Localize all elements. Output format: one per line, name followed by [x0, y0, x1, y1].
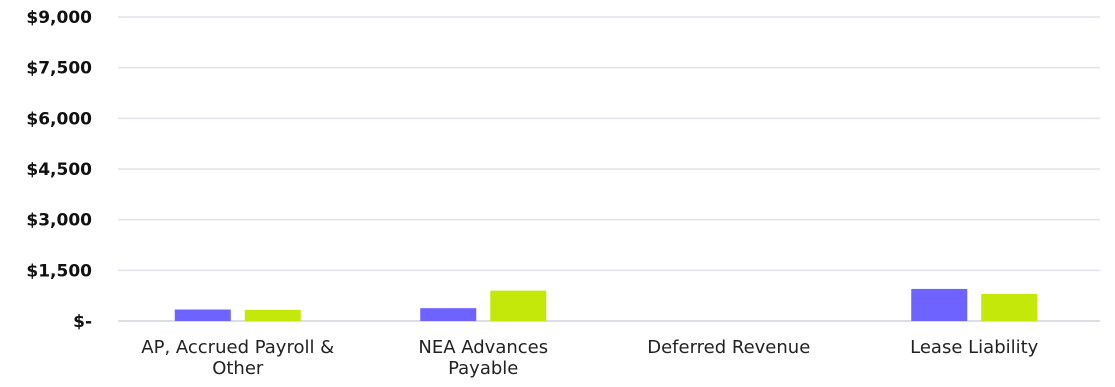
- y-tick-label: $6,000: [26, 109, 92, 129]
- x-axis-tick-labels: AP, Accrued Payroll & Other NEA Advances Pa…: [141, 337, 1038, 379]
- y-tick-label: $1,500: [26, 261, 92, 281]
- x-tick-label: Deferred Revenue: [647, 337, 810, 358]
- bars: [174, 288, 1038, 321]
- x-tick-label-line: AP, Accrued Payroll &: [141, 337, 334, 358]
- x-tick-label: AP, Accrued Payroll & Other: [141, 337, 334, 379]
- y-tick-label: $4,500: [26, 160, 92, 180]
- x-tick-label-line: Payable: [448, 358, 518, 379]
- bar-series-2-cat-2: [490, 290, 547, 321]
- bar-series-1-cat-4: [911, 288, 968, 321]
- x-tick-label: NEA Advances Payable: [418, 337, 548, 379]
- x-tick-label-line: Lease Liability: [910, 337, 1039, 358]
- bar-series-1-cat-2: [420, 308, 477, 321]
- x-tick-label-line: Other: [212, 358, 264, 379]
- y-tick-label: $3,000: [26, 211, 92, 231]
- x-tick-label-line: Deferred Revenue: [647, 337, 810, 358]
- y-tick-label: $-: [73, 312, 92, 332]
- x-tick-label-line: NEA Advances: [418, 337, 548, 358]
- bar-series-2-cat-4: [981, 293, 1038, 321]
- y-tick-label: $7,500: [26, 59, 92, 79]
- x-tick-label: Lease Liability: [910, 337, 1039, 358]
- y-tick-label: $9,000: [26, 8, 92, 28]
- gridlines: [118, 16, 1100, 322]
- y-axis-tick-labels: $- $1,500 $3,000 $4,500 $6,000 $7,500 $9,000: [26, 8, 92, 332]
- bar-series-2-cat-1: [244, 309, 301, 321]
- bar-series-1-cat-1: [174, 309, 231, 321]
